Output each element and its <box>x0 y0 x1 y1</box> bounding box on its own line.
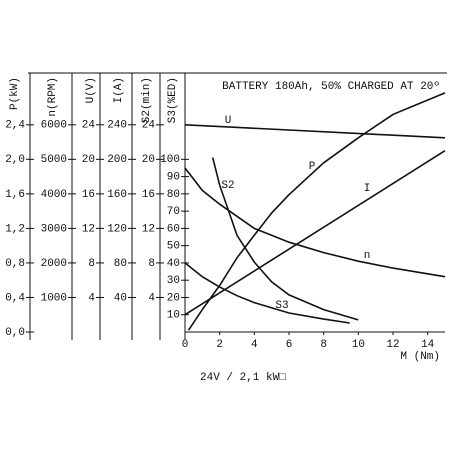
curve-label: P <box>309 161 316 173</box>
x-axis-label: M (Nm) <box>400 351 440 363</box>
y-tick-label: 3000 <box>41 223 67 235</box>
x-tick-label: 14 <box>421 339 435 351</box>
y-axis-label: S3(%ED) <box>167 77 179 123</box>
curve-label: S3 <box>275 300 288 312</box>
y-axis-label: U(V) <box>85 77 97 103</box>
y-tick-label: 6000 <box>41 120 67 132</box>
y-tick-label: 2000 <box>41 258 67 270</box>
y-tick-label: 12 <box>82 223 95 235</box>
y-tick-label: 2,0 <box>5 154 25 166</box>
y-tick-label: 120 <box>107 223 127 235</box>
y-tick-label: 40 <box>114 292 127 304</box>
y-tick-label: 2,4 <box>5 120 25 132</box>
x-tick-label: 2 <box>216 339 223 351</box>
y-tick-label: 80 <box>114 258 127 270</box>
y-tick-label: 0,4 <box>5 292 25 304</box>
y-tick-label: 70 <box>167 206 180 218</box>
curve <box>187 92 446 331</box>
y-tick-label: 10 <box>167 310 180 322</box>
y-tick-label: 100 <box>160 154 180 166</box>
y-tick-label: 50 <box>167 241 180 253</box>
y-axis-label: P(kW) <box>9 77 21 110</box>
y-tick-label: 0,0 <box>5 327 25 339</box>
y-tick-label: 4 <box>88 292 95 304</box>
curve <box>211 157 359 321</box>
y-tick-label: 20 <box>82 154 95 166</box>
y-tick-label: 20 <box>167 292 180 304</box>
x-tick-label: 6 <box>286 339 293 351</box>
y-tick-label: 1,6 <box>5 189 25 201</box>
footer: 24V / 2,1 kW□ <box>200 372 286 384</box>
y-tick-label: 40 <box>167 258 180 270</box>
curve <box>184 262 350 324</box>
y-axis-label: n(RPM) <box>47 77 59 117</box>
x-tick-label: 0 <box>182 339 189 351</box>
y-tick-label: 0,8 <box>5 258 25 270</box>
y-tick-label: 16 <box>142 189 155 201</box>
x-tick-label: 4 <box>251 339 258 351</box>
x-tick-label: 10 <box>352 339 365 351</box>
curve <box>184 167 446 278</box>
y-axis-label: S2(min) <box>141 77 153 123</box>
y-tick-label: 12 <box>142 223 155 235</box>
y-tick-label: 30 <box>167 275 180 287</box>
curve-label: n <box>364 250 371 262</box>
y-tick-label: 1,2 <box>5 223 25 235</box>
y-tick-label: 240 <box>107 120 127 132</box>
y-tick-label: 8 <box>148 258 155 270</box>
y-tick-label: 16 <box>82 189 95 201</box>
y-tick-label: 24 <box>142 120 156 132</box>
y-axis-label: I(A) <box>113 77 125 103</box>
y-tick-label: 1000 <box>41 292 67 304</box>
x-tick-label: 8 <box>320 339 327 351</box>
y-tick-label: 20 <box>142 154 155 166</box>
y-tick-label: 4000 <box>41 189 67 201</box>
y-tick-label: 60 <box>167 223 180 235</box>
y-tick-label: 80 <box>167 189 180 201</box>
curve-label: U <box>225 115 232 127</box>
x-tick-label: 12 <box>386 339 399 351</box>
curve <box>184 124 446 139</box>
y-tick-label: 200 <box>107 154 127 166</box>
curve-label: S2 <box>221 180 234 192</box>
curve <box>184 150 446 316</box>
y-tick-label: 24 <box>82 120 96 132</box>
y-tick-label: 5000 <box>41 154 67 166</box>
y-tick-label: 4 <box>148 292 155 304</box>
note: BATTERY 180Ah, 50% CHARGED AT 20º <box>222 81 440 93</box>
y-tick-label: 160 <box>107 189 127 201</box>
curve-label: I <box>364 183 371 195</box>
y-tick-label: 8 <box>88 258 95 270</box>
y-tick-label: 90 <box>167 172 180 184</box>
